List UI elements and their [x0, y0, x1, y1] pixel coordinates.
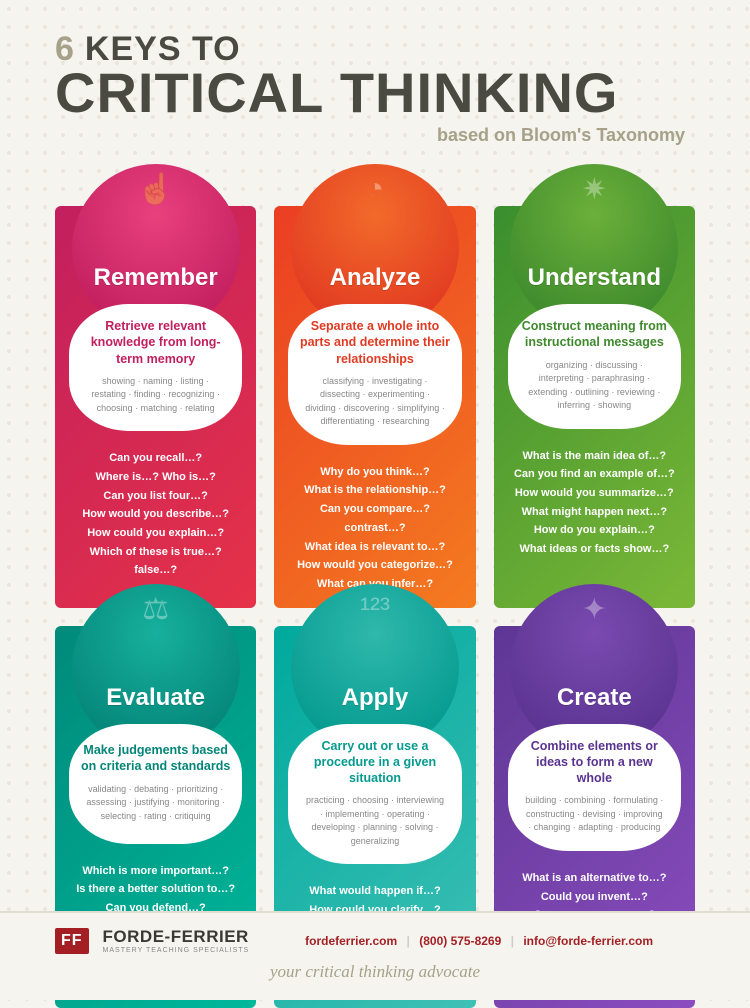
card-title: Remember: [69, 264, 242, 292]
title-line2: CRITICAL THINKING: [55, 65, 695, 121]
card-bubble: Combine elements or ideas to form a new …: [508, 724, 681, 851]
scales-icon: ⚖: [142, 592, 169, 627]
footer-row: FF FORDE-FERRIER MASTERY TEACHING SPECIA…: [55, 927, 695, 954]
card-keywords: organizing · discussing · interpreting ·…: [518, 359, 671, 413]
card-questions: Can you recall…?Where is…? Who is…?Can y…: [69, 449, 242, 580]
card-understand: ✷ Understand Construct meaning from inst…: [494, 206, 695, 608]
card-definition: Make judgements based on criteria and st…: [79, 742, 232, 775]
card-title: Create: [508, 684, 681, 712]
card-keywords: showing · naming · listing · restating ·…: [79, 375, 232, 416]
puzzle-icon: ✦: [582, 592, 607, 627]
subtitle: based on Bloom's Taxonomy: [55, 125, 695, 146]
numbers-icon: ¹²³: [360, 592, 390, 626]
contact-line: fordeferrier.com | (800) 575-8269 | info…: [263, 934, 695, 948]
card-bubble: Construct meaning from instructional mes…: [508, 304, 681, 429]
card-bubble: Retrieve relevant knowledge from long-te…: [69, 304, 242, 431]
card-questions: Why do you think…?What is the relationsh…: [288, 463, 461, 594]
card-definition: Construct meaning from instructional mes…: [518, 318, 671, 351]
card-keywords: practicing · choosing · interviewing · i…: [298, 794, 451, 848]
card-definition: Retrieve relevant knowledge from long-te…: [79, 318, 232, 367]
card-title: Apply: [288, 684, 461, 712]
card-remember: ☝ Remember Retrieve relevant knowledge f…: [55, 206, 256, 608]
brand-block: FORDE-FERRIER MASTERY TEACHING SPECIALIS…: [103, 927, 250, 954]
lightbulb-icon: ✷: [582, 172, 607, 207]
card-definition: Separate a whole into parts and determin…: [298, 318, 451, 367]
separator: |: [511, 934, 514, 948]
card-title: Evaluate: [69, 684, 242, 712]
card-definition: Combine elements or ideas to form a new …: [518, 738, 671, 787]
finger-icon: ☝: [137, 172, 174, 207]
card-keywords: validating · debating · prioritizing · a…: [79, 783, 232, 824]
card-bubble: Make judgements based on criteria and st…: [69, 724, 242, 844]
brand-subtitle: MASTERY TEACHING SPECIALISTS: [103, 947, 250, 954]
website: fordeferrier.com: [305, 934, 397, 948]
card-keywords: building · combining · formulating · con…: [518, 794, 671, 835]
card-keywords: classifying · investigating · dissecting…: [298, 375, 451, 429]
email: info@forde-ferrier.com: [523, 934, 653, 948]
brand-name: FORDE-FERRIER: [103, 927, 250, 947]
card-questions: What is the main idea of…?Can you find a…: [508, 447, 681, 559]
card-bubble: Carry out or use a procedure in a given …: [288, 724, 461, 865]
footer: FF FORDE-FERRIER MASTERY TEACHING SPECIA…: [0, 911, 750, 1000]
card-title: Analyze: [288, 264, 461, 292]
cards-grid: ☝ Remember Retrieve relevant knowledge f…: [0, 156, 750, 1008]
header: 6 KEYS TO CRITICAL THINKING based on Blo…: [0, 0, 750, 156]
phone: (800) 575-8269: [419, 934, 501, 948]
separator: |: [407, 934, 410, 948]
piechart-icon: ◔: [366, 172, 384, 206]
card-bubble: Separate a whole into parts and determin…: [288, 304, 461, 445]
card-definition: Carry out or use a procedure in a given …: [298, 738, 451, 787]
tagline: your critical thinking advocate: [55, 962, 695, 982]
card-analyze: ◔ Analyze Separate a whole into parts an…: [274, 206, 475, 608]
logo-badge: FF: [55, 928, 89, 954]
card-title: Understand: [508, 264, 681, 292]
